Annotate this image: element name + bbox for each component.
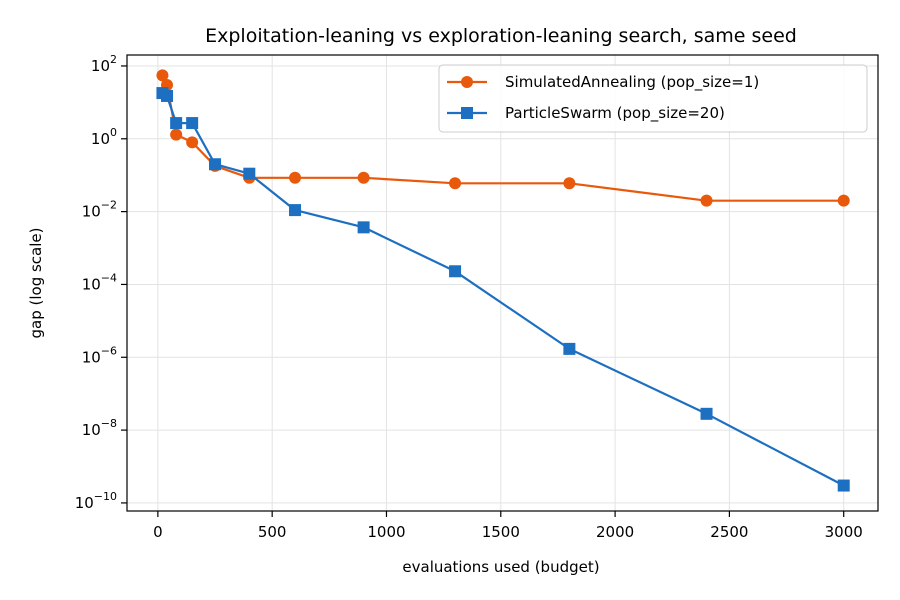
y-tick-label-base: 10 xyxy=(82,275,101,293)
chart-title: Exploitation-leaning vs exploration-lean… xyxy=(205,25,797,47)
x-tick-label: 500 xyxy=(258,523,287,541)
legend-marker-2 xyxy=(461,107,473,119)
legend: SimulatedAnnealing (pop_size=1) ParticleS… xyxy=(438,64,868,133)
series-2-point xyxy=(161,89,174,102)
y-tick-label-base: 10 xyxy=(82,348,101,366)
legend-marker-1 xyxy=(461,76,473,88)
series-2-point xyxy=(563,342,576,355)
series-1-point xyxy=(357,171,370,184)
x-tick-label: 1500 xyxy=(482,523,520,541)
series-1-point xyxy=(156,69,169,82)
series-1-point xyxy=(563,177,576,190)
series-2-point xyxy=(289,204,302,217)
x-axis-label: evaluations used (budget) xyxy=(402,558,599,576)
y-tick-label: 10−6 xyxy=(82,344,117,366)
series-1-point xyxy=(837,194,850,207)
x-axis: 0 500 1000 1500 2000 2500 3000 xyxy=(153,511,863,541)
y-tick-label: 10−10 xyxy=(75,490,117,512)
y-tick-label-exponent: 2 xyxy=(110,53,117,66)
series-2 xyxy=(156,87,850,492)
y-tick-label-exponent: −4 xyxy=(101,271,117,284)
y-tick-label: 10−4 xyxy=(82,271,117,293)
y-tick-label-exponent: −2 xyxy=(101,199,117,212)
y-tick-label: 10−2 xyxy=(82,199,117,221)
series-1-point xyxy=(289,171,302,184)
plot-frame xyxy=(126,54,879,512)
legend-label-1: SimulatedAnnealing (pop_size=1) xyxy=(505,73,759,92)
x-tick-label: 1000 xyxy=(367,523,405,541)
y-tick-label: 100 xyxy=(91,126,117,148)
series-1-point xyxy=(449,177,462,190)
y-tick-label-exponent: −6 xyxy=(101,344,117,357)
series-2-point xyxy=(170,117,183,130)
x-tick-label: 2500 xyxy=(710,523,748,541)
x-tick-label: 2000 xyxy=(596,523,634,541)
x-tick-label: 0 xyxy=(153,523,163,541)
legend-box xyxy=(438,64,868,133)
series-2-point xyxy=(186,117,199,130)
y-tick-label-exponent: 0 xyxy=(110,126,117,139)
x-tick-label: 3000 xyxy=(825,523,863,541)
series-1-point xyxy=(186,136,199,149)
series-2-point xyxy=(243,167,256,180)
legend-label-2: ParticleSwarm (pop_size=20) xyxy=(505,104,725,123)
series-1-point xyxy=(170,128,183,141)
y-tick-label-exponent: −8 xyxy=(101,417,117,430)
series-2-point xyxy=(449,265,462,278)
y-tick-label-exponent: −10 xyxy=(94,490,117,503)
series-1-point xyxy=(700,194,713,207)
series-2-point xyxy=(837,479,850,492)
series-2-point xyxy=(700,407,713,420)
y-tick-label: 102 xyxy=(91,53,117,75)
y-tick-label: 10−8 xyxy=(82,417,117,439)
y-tick-label-base: 10 xyxy=(82,203,101,221)
series-2-point xyxy=(357,221,370,234)
series-layer xyxy=(156,69,850,492)
series-1 xyxy=(156,69,850,207)
y-tick-label-base: 10 xyxy=(91,57,110,75)
y-axis-label: gap (log scale) xyxy=(27,228,45,339)
series-2-point xyxy=(209,158,222,171)
y-tick-label-base: 10 xyxy=(75,494,94,512)
y-tick-label-base: 10 xyxy=(91,130,110,148)
y-tick-label-base: 10 xyxy=(82,421,101,439)
